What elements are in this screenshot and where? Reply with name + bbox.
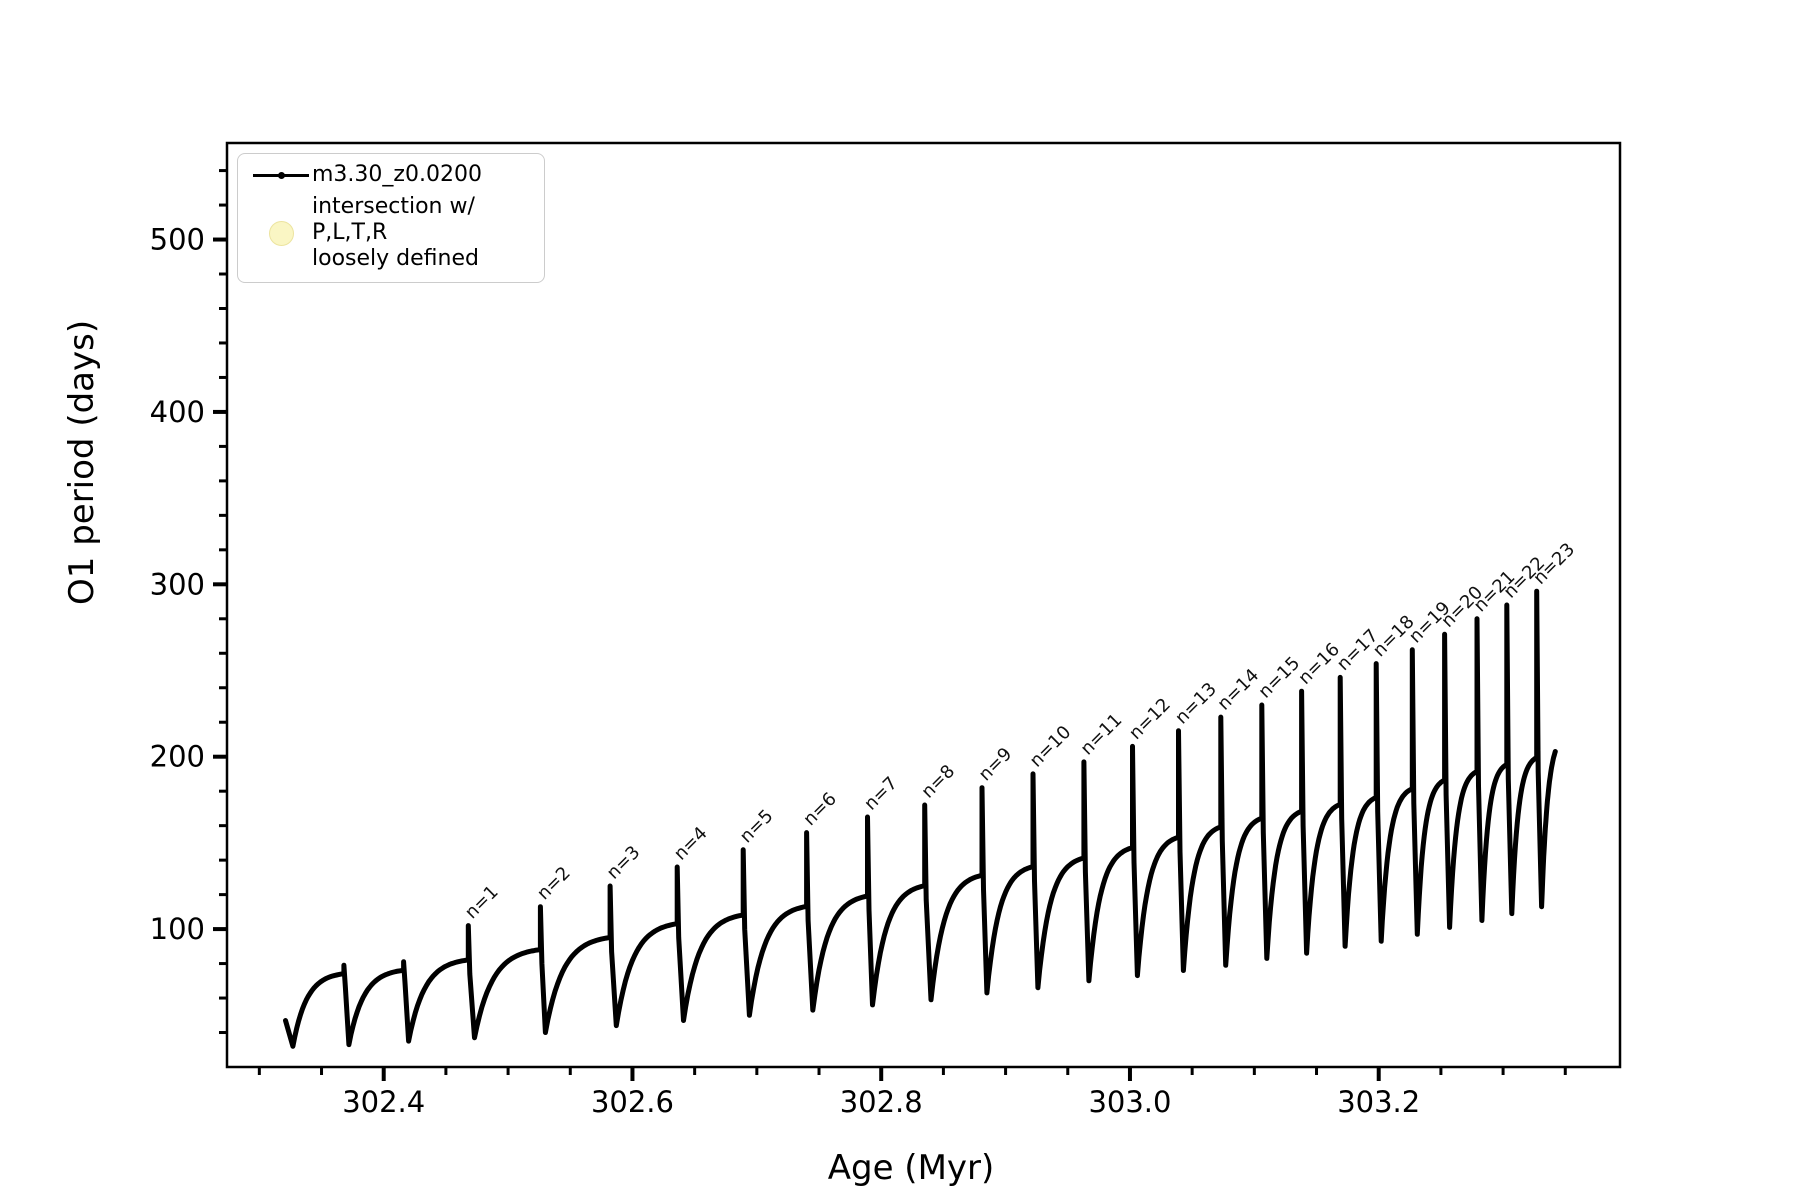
spike-label: n=7	[860, 773, 902, 815]
legend-entry-series: m3.30_z0.0200	[250, 162, 532, 188]
legend-line-swatch	[250, 171, 312, 179]
y-axis-label-text: O1 period (days)	[62, 319, 102, 605]
x-axis-label: Age (Myr)	[0, 1148, 1800, 1188]
x-tick-label: 302.4	[342, 1085, 425, 1119]
tick-labels: 302.4 302.6 302.8 303.0 303.2 100 200 300 400 500	[150, 223, 1421, 1119]
axes-frame	[225, 141, 1622, 1069]
y-tick-label: 500	[150, 223, 205, 257]
legend-scatter-swatch	[250, 220, 312, 246]
spike-label: n=6	[799, 788, 841, 830]
spike-label: n=5	[736, 806, 778, 848]
spike-label: n=4	[670, 823, 712, 865]
legend-intersection-line2: loosely defined	[312, 246, 479, 271]
x-tick-label: 303.0	[1088, 1085, 1171, 1119]
x-axis-label-text: Age (Myr)	[827, 1148, 995, 1188]
y-tick-label: 400	[150, 395, 205, 429]
x-tick-label: 302.8	[840, 1085, 923, 1119]
x-tick-label: 303.2	[1337, 1085, 1420, 1119]
legend: m3.30_z0.0200 intersection w/ P,L,T,R lo…	[237, 153, 545, 283]
spike-label: n=13	[1171, 679, 1221, 729]
axis-ticks	[213, 169, 1567, 1081]
spike-label: n=9	[975, 744, 1017, 786]
x-tick-label: 302.6	[591, 1085, 674, 1119]
legend-entry-intersection: intersection w/ P,L,T,R loosely defined	[250, 194, 532, 272]
y-tick-label: 200	[150, 740, 205, 774]
circle-marker-icon	[268, 220, 294, 246]
spike-label: n=11	[1077, 710, 1127, 760]
spike-label: n=8	[917, 761, 959, 803]
spike-label: n=1	[461, 881, 503, 923]
curve-line	[283, 588, 1558, 1049]
legend-intersection-line1: intersection w/ P,L,T,R	[312, 194, 475, 245]
spike-label: n=3	[603, 842, 645, 884]
spike-label: n=10	[1026, 722, 1076, 772]
y-tick-label: 300	[150, 567, 205, 601]
y-tick-label: 100	[150, 912, 205, 946]
spike-label: n=12	[1125, 694, 1175, 744]
spike-label: n=2	[533, 863, 575, 905]
data-curve	[283, 588, 1558, 1049]
legend-intersection-label: intersection w/ P,L,T,R loosely defined	[312, 194, 532, 272]
line-marker-icon	[253, 171, 309, 179]
legend-series-label: m3.30_z0.0200	[312, 162, 482, 187]
plot-frame	[225, 141, 1622, 1069]
